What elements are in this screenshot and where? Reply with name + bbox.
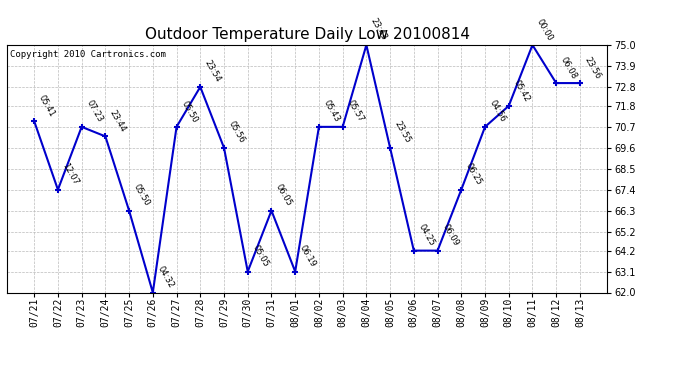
Text: 23:54: 23:54 — [203, 59, 223, 84]
Text: 05:43: 05:43 — [322, 99, 342, 124]
Text: 00:00: 00:00 — [535, 17, 555, 42]
Text: 23:44: 23:44 — [108, 108, 128, 134]
Text: 23:55: 23:55 — [393, 120, 413, 145]
Title: Outdoor Temperature Daily Low 20100814: Outdoor Temperature Daily Low 20100814 — [144, 27, 470, 42]
Text: 06:08: 06:08 — [559, 55, 579, 80]
Text: 06:19: 06:19 — [298, 244, 317, 269]
Text: 06:05: 06:05 — [274, 183, 294, 208]
Text: 04:25: 04:25 — [417, 223, 436, 248]
Text: 04:32: 04:32 — [156, 264, 175, 290]
Text: 04:56: 04:56 — [488, 99, 508, 124]
Text: 06:09: 06:09 — [440, 223, 460, 248]
Text: 05:50: 05:50 — [132, 183, 152, 208]
Text: 23:56: 23:56 — [582, 55, 602, 80]
Text: 05:56: 05:56 — [227, 120, 246, 145]
Text: 23:43: 23:43 — [369, 17, 389, 42]
Text: 05:42: 05:42 — [511, 78, 531, 103]
Text: 05:50: 05:50 — [179, 99, 199, 124]
Text: Copyright 2010 Cartronics.com: Copyright 2010 Cartronics.com — [10, 50, 166, 59]
Text: 05:05: 05:05 — [250, 244, 270, 269]
Text: 05:41: 05:41 — [37, 93, 57, 118]
Text: 05:57: 05:57 — [346, 99, 365, 124]
Text: 07:23: 07:23 — [84, 99, 104, 124]
Text: 12:07: 12:07 — [61, 162, 81, 187]
Text: 06:25: 06:25 — [464, 162, 484, 187]
